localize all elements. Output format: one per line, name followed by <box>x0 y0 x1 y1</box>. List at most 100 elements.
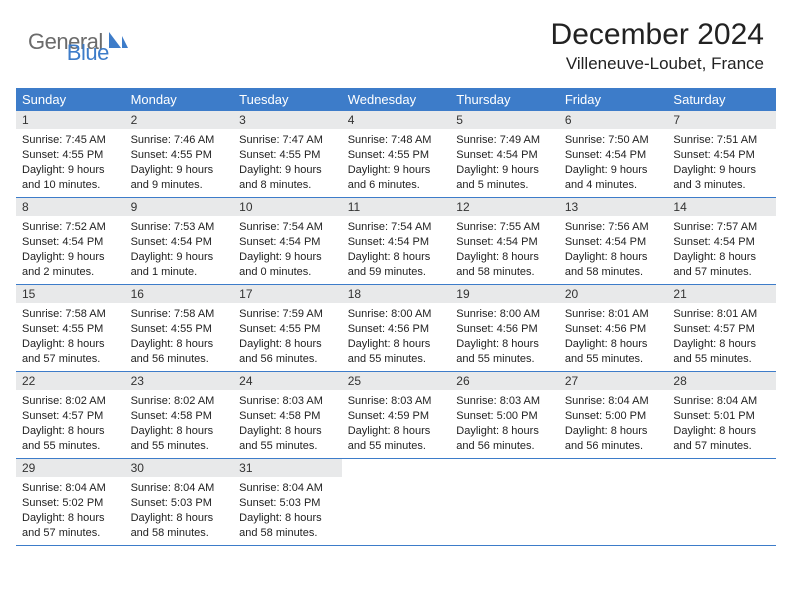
day-number: 3 <box>233 111 342 129</box>
sunset-text: Sunset: 4:57 PM <box>673 322 770 337</box>
sunset-text: Sunset: 4:55 PM <box>131 322 228 337</box>
sunrise-text: Sunrise: 7:45 AM <box>22 133 119 148</box>
day-cell: 7Sunrise: 7:51 AMSunset: 4:54 PMDaylight… <box>667 111 776 197</box>
daylight-text: Daylight: 9 hours and 1 minute. <box>131 250 228 280</box>
sunset-text: Sunset: 5:02 PM <box>22 496 119 511</box>
day-cell: 8Sunrise: 7:52 AMSunset: 4:54 PMDaylight… <box>16 198 125 284</box>
sunrise-text: Sunrise: 7:54 AM <box>239 220 336 235</box>
day-body: Sunrise: 7:47 AMSunset: 4:55 PMDaylight:… <box>233 129 342 196</box>
sunrise-text: Sunrise: 7:58 AM <box>22 307 119 322</box>
day-body: Sunrise: 8:03 AMSunset: 4:58 PMDaylight:… <box>233 390 342 457</box>
day-body: Sunrise: 8:04 AMSunset: 5:01 PMDaylight:… <box>667 390 776 457</box>
logo-text-blue: Blue <box>67 40 109 66</box>
week-row: 22Sunrise: 8:02 AMSunset: 4:57 PMDayligh… <box>16 372 776 459</box>
weekday-header: Tuesday <box>233 88 342 111</box>
sunrise-text: Sunrise: 7:48 AM <box>348 133 445 148</box>
week-row: 29Sunrise: 8:04 AMSunset: 5:02 PMDayligh… <box>16 459 776 546</box>
weekday-header: Saturday <box>667 88 776 111</box>
daylight-text: Daylight: 8 hours and 58 minutes. <box>131 511 228 541</box>
day-cell: 26Sunrise: 8:03 AMSunset: 5:00 PMDayligh… <box>450 372 559 458</box>
day-body: Sunrise: 8:02 AMSunset: 4:58 PMDaylight:… <box>125 390 234 457</box>
day-number: 10 <box>233 198 342 216</box>
daylight-text: Daylight: 8 hours and 55 minutes. <box>673 337 770 367</box>
day-cell: 3Sunrise: 7:47 AMSunset: 4:55 PMDaylight… <box>233 111 342 197</box>
daylight-text: Daylight: 8 hours and 56 minutes. <box>456 424 553 454</box>
day-number: 14 <box>667 198 776 216</box>
daylight-text: Daylight: 8 hours and 55 minutes. <box>348 337 445 367</box>
day-cell: 29Sunrise: 8:04 AMSunset: 5:02 PMDayligh… <box>16 459 125 545</box>
day-cell: 16Sunrise: 7:58 AMSunset: 4:55 PMDayligh… <box>125 285 234 371</box>
day-number: 22 <box>16 372 125 390</box>
day-body: Sunrise: 7:59 AMSunset: 4:55 PMDaylight:… <box>233 303 342 370</box>
day-number: 1 <box>16 111 125 129</box>
sunset-text: Sunset: 4:59 PM <box>348 409 445 424</box>
day-cell <box>450 459 559 545</box>
day-cell: 24Sunrise: 8:03 AMSunset: 4:58 PMDayligh… <box>233 372 342 458</box>
daylight-text: Daylight: 8 hours and 56 minutes. <box>131 337 228 367</box>
logo: General Blue <box>28 18 109 66</box>
sunset-text: Sunset: 4:55 PM <box>239 322 336 337</box>
day-number: 28 <box>667 372 776 390</box>
daylight-text: Daylight: 8 hours and 56 minutes. <box>565 424 662 454</box>
sunrise-text: Sunrise: 8:03 AM <box>456 394 553 409</box>
day-number: 7 <box>667 111 776 129</box>
day-number: 4 <box>342 111 451 129</box>
week-row: 1Sunrise: 7:45 AMSunset: 4:55 PMDaylight… <box>16 111 776 198</box>
day-body: Sunrise: 8:03 AMSunset: 5:00 PMDaylight:… <box>450 390 559 457</box>
day-body: Sunrise: 8:02 AMSunset: 4:57 PMDaylight:… <box>16 390 125 457</box>
daylight-text: Daylight: 8 hours and 59 minutes. <box>348 250 445 280</box>
sunset-text: Sunset: 4:54 PM <box>456 235 553 250</box>
daylight-text: Daylight: 9 hours and 6 minutes. <box>348 163 445 193</box>
daylight-text: Daylight: 8 hours and 57 minutes. <box>673 424 770 454</box>
day-cell: 23Sunrise: 8:02 AMSunset: 4:58 PMDayligh… <box>125 372 234 458</box>
daylight-text: Daylight: 8 hours and 55 minutes. <box>565 337 662 367</box>
sunrise-text: Sunrise: 8:04 AM <box>131 481 228 496</box>
day-number: 9 <box>125 198 234 216</box>
day-number: 23 <box>125 372 234 390</box>
day-body: Sunrise: 7:45 AMSunset: 4:55 PMDaylight:… <box>16 129 125 196</box>
day-cell <box>559 459 668 545</box>
day-cell: 4Sunrise: 7:48 AMSunset: 4:55 PMDaylight… <box>342 111 451 197</box>
day-number: 8 <box>16 198 125 216</box>
daylight-text: Daylight: 8 hours and 55 minutes. <box>348 424 445 454</box>
day-cell: 20Sunrise: 8:01 AMSunset: 4:56 PMDayligh… <box>559 285 668 371</box>
sunset-text: Sunset: 4:54 PM <box>131 235 228 250</box>
day-cell: 15Sunrise: 7:58 AMSunset: 4:55 PMDayligh… <box>16 285 125 371</box>
sunrise-text: Sunrise: 7:54 AM <box>348 220 445 235</box>
sunset-text: Sunset: 4:56 PM <box>348 322 445 337</box>
day-cell: 10Sunrise: 7:54 AMSunset: 4:54 PMDayligh… <box>233 198 342 284</box>
day-number: 2 <box>125 111 234 129</box>
day-body: Sunrise: 8:04 AMSunset: 5:00 PMDaylight:… <box>559 390 668 457</box>
day-cell: 13Sunrise: 7:56 AMSunset: 4:54 PMDayligh… <box>559 198 668 284</box>
sunset-text: Sunset: 4:55 PM <box>131 148 228 163</box>
sunset-text: Sunset: 4:54 PM <box>565 148 662 163</box>
daylight-text: Daylight: 8 hours and 58 minutes. <box>456 250 553 280</box>
location: Villeneuve-Loubet, France <box>551 54 764 74</box>
day-cell: 2Sunrise: 7:46 AMSunset: 4:55 PMDaylight… <box>125 111 234 197</box>
sunrise-text: Sunrise: 8:00 AM <box>456 307 553 322</box>
day-body: Sunrise: 7:51 AMSunset: 4:54 PMDaylight:… <box>667 129 776 196</box>
sunrise-text: Sunrise: 8:02 AM <box>131 394 228 409</box>
sunset-text: Sunset: 5:00 PM <box>456 409 553 424</box>
sunset-text: Sunset: 4:56 PM <box>565 322 662 337</box>
sunrise-text: Sunrise: 7:51 AM <box>673 133 770 148</box>
sunset-text: Sunset: 5:03 PM <box>239 496 336 511</box>
title-block: December 2024 Villeneuve-Loubet, France <box>551 18 764 74</box>
sunset-text: Sunset: 4:55 PM <box>239 148 336 163</box>
day-body: Sunrise: 7:58 AMSunset: 4:55 PMDaylight:… <box>125 303 234 370</box>
daylight-text: Daylight: 8 hours and 57 minutes. <box>22 511 119 541</box>
sunset-text: Sunset: 4:55 PM <box>22 148 119 163</box>
sunset-text: Sunset: 4:58 PM <box>131 409 228 424</box>
day-number: 31 <box>233 459 342 477</box>
day-cell: 18Sunrise: 8:00 AMSunset: 4:56 PMDayligh… <box>342 285 451 371</box>
week-row: 15Sunrise: 7:58 AMSunset: 4:55 PMDayligh… <box>16 285 776 372</box>
daylight-text: Daylight: 9 hours and 9 minutes. <box>131 163 228 193</box>
day-number: 11 <box>342 198 451 216</box>
day-cell: 17Sunrise: 7:59 AMSunset: 4:55 PMDayligh… <box>233 285 342 371</box>
sunset-text: Sunset: 4:55 PM <box>22 322 119 337</box>
day-number: 24 <box>233 372 342 390</box>
day-body: Sunrise: 7:46 AMSunset: 4:55 PMDaylight:… <box>125 129 234 196</box>
sunrise-text: Sunrise: 8:04 AM <box>673 394 770 409</box>
sunset-text: Sunset: 4:56 PM <box>456 322 553 337</box>
day-number: 5 <box>450 111 559 129</box>
